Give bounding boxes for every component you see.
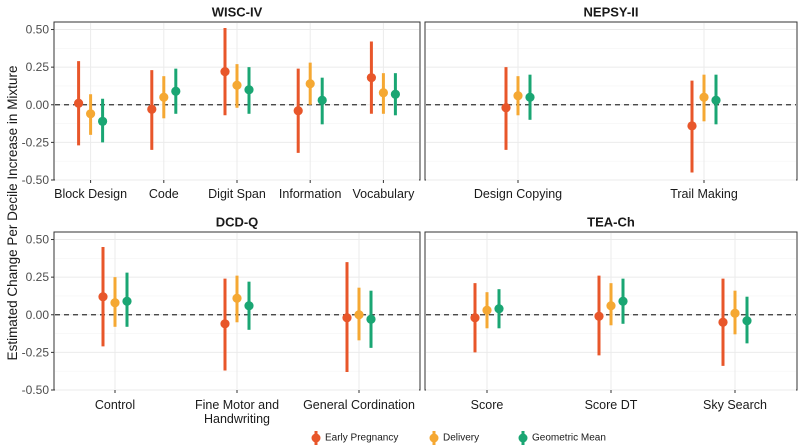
- y-tick-label: -0.50: [22, 173, 50, 187]
- point-estimate-early-pregnancy: [594, 311, 604, 321]
- category-label-line: Trail Making: [670, 187, 738, 201]
- point-estimate-delivery: [699, 92, 709, 102]
- point-estimate-early-pregnancy: [366, 73, 376, 83]
- point-estimate-early-pregnancy: [220, 319, 230, 329]
- category-label: Trail Making: [670, 187, 738, 201]
- panel-background: [424, 21, 798, 181]
- point-estimate-delivery: [354, 310, 364, 320]
- legend-item-geometric-mean: Geometric Mean: [518, 431, 606, 445]
- point-estimate-early-pregnancy: [470, 313, 480, 323]
- point-estimate-geometric-mean: [244, 301, 254, 311]
- category-label: General Cordination: [303, 398, 415, 412]
- point-estimate-delivery: [232, 80, 242, 90]
- category-label: Control: [95, 398, 135, 412]
- category-label: Information: [279, 187, 342, 201]
- y-tick-label: 0.25: [26, 270, 50, 284]
- legend-item-delivery: Delivery: [429, 431, 479, 445]
- point-estimate-geometric-mean: [494, 304, 504, 314]
- point-estimate-early-pregnancy: [293, 106, 303, 116]
- category-label-line: Digit Span: [208, 187, 266, 201]
- point-estimate-early-pregnancy: [98, 292, 108, 302]
- y-tick-label: 0.00: [26, 308, 50, 322]
- point-estimate-delivery: [606, 301, 616, 311]
- point-estimate-early-pregnancy: [342, 313, 352, 323]
- point-estimate-geometric-mean: [711, 95, 721, 105]
- category-label: Code: [149, 187, 179, 201]
- point-estimate-geometric-mean: [742, 316, 752, 326]
- point-estimate-delivery: [232, 293, 242, 303]
- point-estimate-early-pregnancy: [501, 103, 511, 113]
- category-label: Digit Span: [208, 187, 266, 201]
- point-estimate-delivery: [482, 305, 492, 315]
- point-estimate-geometric-mean: [171, 86, 181, 96]
- panel-title: DCD-Q: [216, 215, 259, 230]
- category-label: Score: [471, 398, 504, 412]
- legend-label: Delivery: [443, 433, 479, 444]
- point-estimate-geometric-mean: [366, 314, 376, 324]
- panel-nepsy-ii: NEPSY-II Design Copying Trail Making: [424, 5, 798, 201]
- point-estimate-geometric-mean: [618, 296, 628, 306]
- point-estimate-delivery: [378, 88, 388, 98]
- legend-label: Early Pregnancy: [325, 433, 398, 444]
- category-label: Sky Search: [703, 398, 767, 412]
- category-label-line: Design Copying: [474, 187, 562, 201]
- legend-swatch-point: [518, 433, 528, 443]
- legend: Early Pregnancy Delivery Geometric Mean: [311, 431, 606, 445]
- point-estimate-geometric-mean: [122, 296, 132, 306]
- y-tick-label: 0.50: [26, 233, 50, 247]
- category-label-line: Fine Motor and: [195, 398, 279, 412]
- point-estimate-delivery: [513, 91, 523, 101]
- point-estimate-delivery: [86, 109, 96, 119]
- category-label-line: Code: [149, 187, 179, 201]
- point-estimate-early-pregnancy: [220, 67, 230, 77]
- legend-swatch-point: [429, 433, 439, 443]
- point-estimate-early-pregnancy: [74, 98, 84, 108]
- panel-title: TEA-Ch: [587, 215, 635, 230]
- point-estimate-geometric-mean: [390, 89, 400, 99]
- point-estimate-geometric-mean: [525, 92, 535, 102]
- category-label-line: Sky Search: [703, 398, 767, 412]
- category-label-line: Handwriting: [204, 412, 270, 426]
- category-label-line: Score: [471, 398, 504, 412]
- point-estimate-geometric-mean: [317, 95, 327, 105]
- category-label-line: Vocabulary: [352, 187, 415, 201]
- panel-dcd-q: DCD-Q 0.50 0.25 0.00 -0.25 -0.50 Control Fine M…: [22, 215, 421, 426]
- y-tick-label: 0.25: [26, 60, 50, 74]
- y-axis-label: Estimated Change Per Decile Increase in …: [5, 66, 20, 361]
- point-estimate-geometric-mean: [244, 85, 254, 95]
- category-label-line: Information: [279, 187, 342, 201]
- category-label: Vocabulary: [352, 187, 415, 201]
- y-tick-label: -0.25: [22, 135, 50, 149]
- y-tick-label: 0.50: [26, 23, 50, 37]
- category-label: Fine Motor and Handwriting: [195, 398, 279, 426]
- legend-item-early-pregnancy: Early Pregnancy: [311, 431, 398, 445]
- point-estimate-early-pregnancy: [147, 104, 157, 114]
- point-estimate-early-pregnancy: [718, 317, 728, 327]
- category-label-line: Control: [95, 398, 135, 412]
- panel-title: WISC-IV: [212, 5, 263, 20]
- legend-swatch-point: [311, 433, 321, 443]
- panel-tea-ch: TEA-Ch Score Score DT Sky Search: [424, 215, 798, 412]
- category-label: Block Design: [54, 187, 127, 201]
- point-estimate-early-pregnancy: [687, 121, 697, 131]
- point-estimate-geometric-mean: [98, 116, 108, 126]
- point-estimate-delivery: [730, 308, 740, 318]
- panel-title: NEPSY-II: [584, 5, 639, 20]
- category-label-line: General Cordination: [303, 398, 415, 412]
- y-tick-label: -0.50: [22, 383, 50, 397]
- panel-wisc-iv: WISC-IV 0.50 0.25 0.00 -0.25 -0.50 Block Desig…: [22, 5, 421, 201]
- category-label-line: Block Design: [54, 187, 127, 201]
- legend-label: Geometric Mean: [532, 433, 606, 444]
- y-tick-label: -0.25: [22, 345, 50, 359]
- point-estimate-delivery: [110, 298, 120, 308]
- point-estimate-delivery: [305, 79, 315, 89]
- point-estimate-delivery: [159, 92, 169, 102]
- category-label-line: Score DT: [585, 398, 638, 412]
- category-label: Score DT: [585, 398, 638, 412]
- category-label: Design Copying: [474, 187, 562, 201]
- y-tick-label: 0.00: [26, 98, 50, 112]
